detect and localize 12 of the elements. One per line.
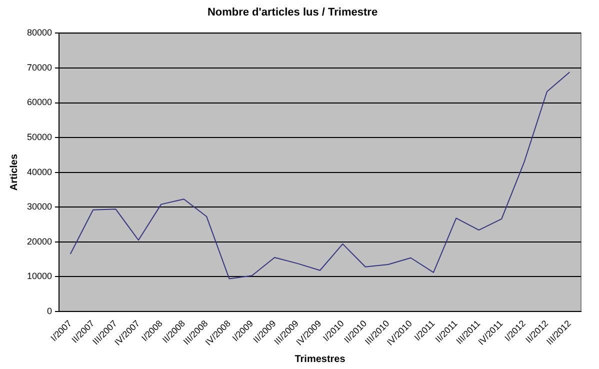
- y-tick-label: 10000: [26, 271, 52, 282]
- y-tick-label: 50000: [26, 132, 52, 142]
- y-tick-label: 0: [47, 306, 52, 316]
- x-axis-title: Trimestres: [294, 354, 346, 365]
- y-tick-label: 70000: [26, 62, 52, 72]
- chart-title: Nombre d'articles lus / Trimestre: [207, 6, 378, 19]
- y-tick-label: 20000: [26, 236, 52, 246]
- y-tick-label: 60000: [26, 97, 52, 108]
- y-tick-label: 80000: [26, 28, 52, 38]
- y-tick-label: 40000: [26, 166, 52, 177]
- y-axis-title: Articles: [8, 154, 20, 191]
- y-tick-label: 30000: [26, 202, 52, 212]
